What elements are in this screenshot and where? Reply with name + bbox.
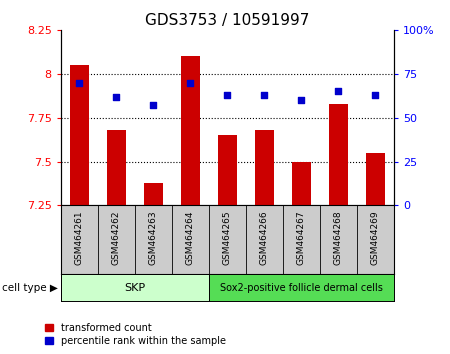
Bar <box>366 153 384 205</box>
Text: GSM464265: GSM464265 <box>223 211 232 266</box>
Bar <box>181 56 199 205</box>
Point <box>297 97 305 103</box>
Bar <box>61 274 209 301</box>
Point <box>261 92 268 98</box>
Point <box>335 88 342 94</box>
Text: Sox2-positive follicle dermal cells: Sox2-positive follicle dermal cells <box>220 282 382 293</box>
Text: GSM464263: GSM464263 <box>149 211 158 266</box>
Bar <box>209 274 394 301</box>
Text: GSM464266: GSM464266 <box>260 211 269 266</box>
Text: cell type ▶: cell type ▶ <box>2 282 58 293</box>
Bar <box>107 130 126 205</box>
Bar <box>70 65 89 205</box>
Text: GSM464261: GSM464261 <box>75 211 84 266</box>
Bar <box>144 183 162 205</box>
Text: GSM464262: GSM464262 <box>112 211 121 266</box>
Point <box>187 80 194 85</box>
Bar <box>255 130 274 205</box>
Point <box>76 80 83 85</box>
Text: GSM464264: GSM464264 <box>186 211 195 266</box>
Text: GSM464269: GSM464269 <box>371 211 380 266</box>
Bar <box>218 135 237 205</box>
Title: GDS3753 / 10591997: GDS3753 / 10591997 <box>145 12 310 28</box>
Legend: transformed count, percentile rank within the sample: transformed count, percentile rank withi… <box>45 323 226 346</box>
Point <box>224 92 231 98</box>
Point <box>150 103 157 108</box>
Text: GSM464268: GSM464268 <box>334 211 343 266</box>
Bar <box>329 104 347 205</box>
Text: SKP: SKP <box>124 282 145 293</box>
Bar <box>292 161 310 205</box>
Point <box>112 94 120 99</box>
Point <box>372 92 379 98</box>
Text: GSM464267: GSM464267 <box>297 211 306 266</box>
